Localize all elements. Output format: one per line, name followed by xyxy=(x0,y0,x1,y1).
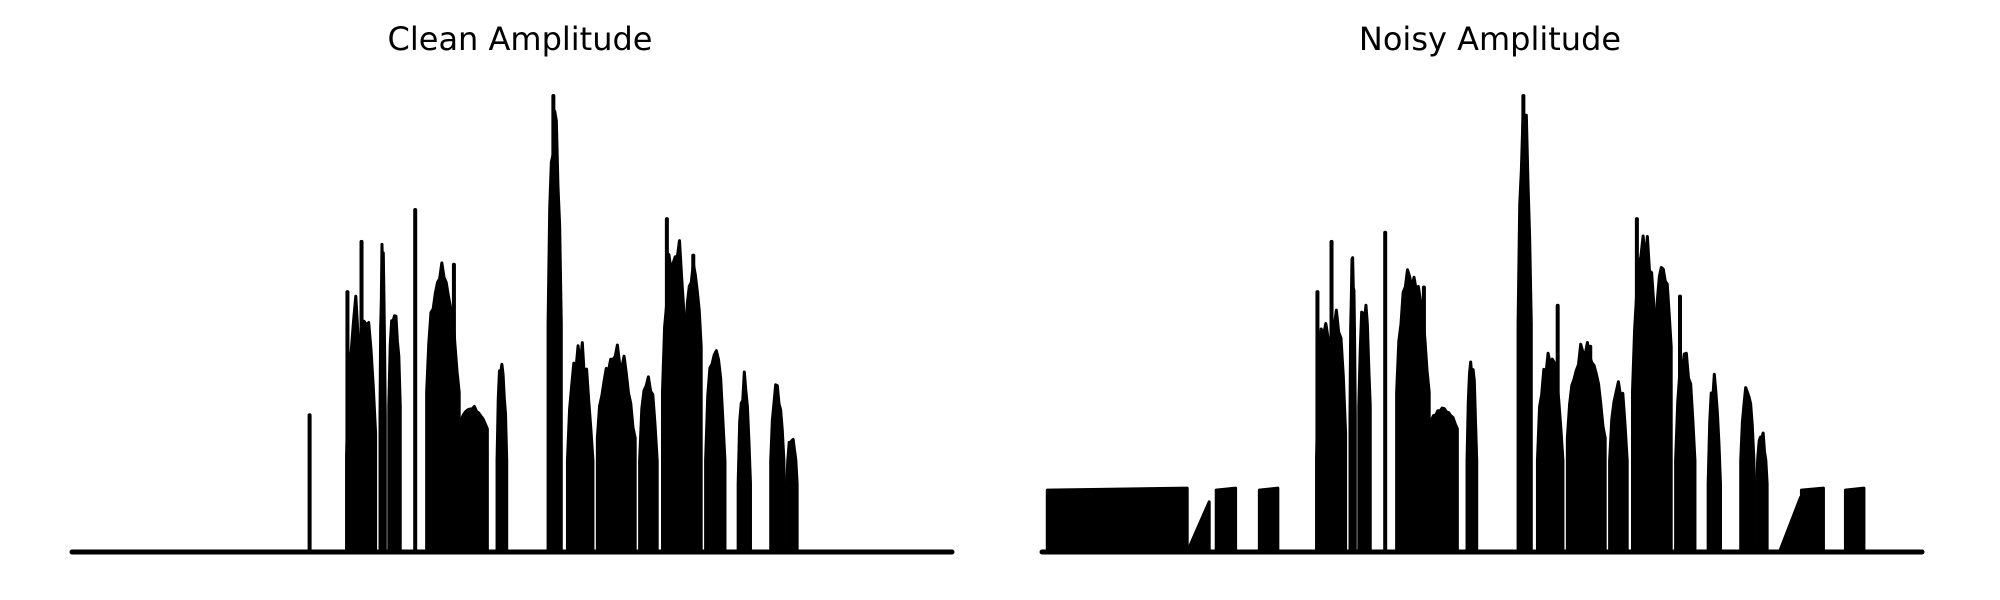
noisy-amplitude-panel: Noisy Amplitude xyxy=(1000,0,1980,600)
amplitude-burst-4 xyxy=(1395,268,1431,554)
amplitude-burst-6 xyxy=(1465,360,1479,554)
noise-block-1 xyxy=(1214,486,1238,554)
amplitude-burst-2 xyxy=(1348,256,1357,554)
amplitude-burst-9 xyxy=(595,343,637,554)
amplitude-burst-13 xyxy=(704,349,727,554)
amplitude-burst-3 xyxy=(1357,303,1372,554)
amplitude-burst-10 xyxy=(638,375,659,554)
amplitude-burst-15 xyxy=(1739,386,1756,554)
amplitude-burst-3 xyxy=(387,314,402,554)
amplitude-burst-4 xyxy=(425,261,461,554)
noise-ramp-1 xyxy=(1777,495,1803,554)
amplitude-burst-9 xyxy=(1565,340,1607,554)
amplitude-burst-15 xyxy=(769,383,786,554)
noise-block-0 xyxy=(1045,486,1189,554)
amplitude-burst-2 xyxy=(378,242,387,554)
clean-amplitude-title: Clean Amplitude xyxy=(387,20,653,58)
amplitude-burst-6 xyxy=(495,362,509,554)
noise-block-4 xyxy=(1843,486,1866,554)
amplitude-burst-5 xyxy=(457,405,489,554)
amplitude-burst-12 xyxy=(1653,265,1673,554)
clean-amplitude-panel: Clean Amplitude xyxy=(30,0,1010,600)
noise-block-3 xyxy=(1799,486,1825,554)
noise-block-2 xyxy=(1257,486,1280,554)
amplitude-burst-16 xyxy=(1755,431,1769,554)
amplitude-burst-8 xyxy=(565,341,595,554)
amplitude-burst-10 xyxy=(1608,380,1629,554)
amplitude-burst-5 xyxy=(1427,406,1459,554)
amplitude-burst-14 xyxy=(1706,372,1722,554)
clean-amplitude-plot xyxy=(69,94,955,555)
noisy-amplitude-title: Noisy Amplitude xyxy=(1358,20,1622,58)
amplitude-burst-16 xyxy=(785,437,799,554)
noise-ramp-0 xyxy=(1185,500,1211,554)
noisy-amplitude-plot xyxy=(1039,94,1925,555)
amplitude-burst-14 xyxy=(736,370,752,554)
